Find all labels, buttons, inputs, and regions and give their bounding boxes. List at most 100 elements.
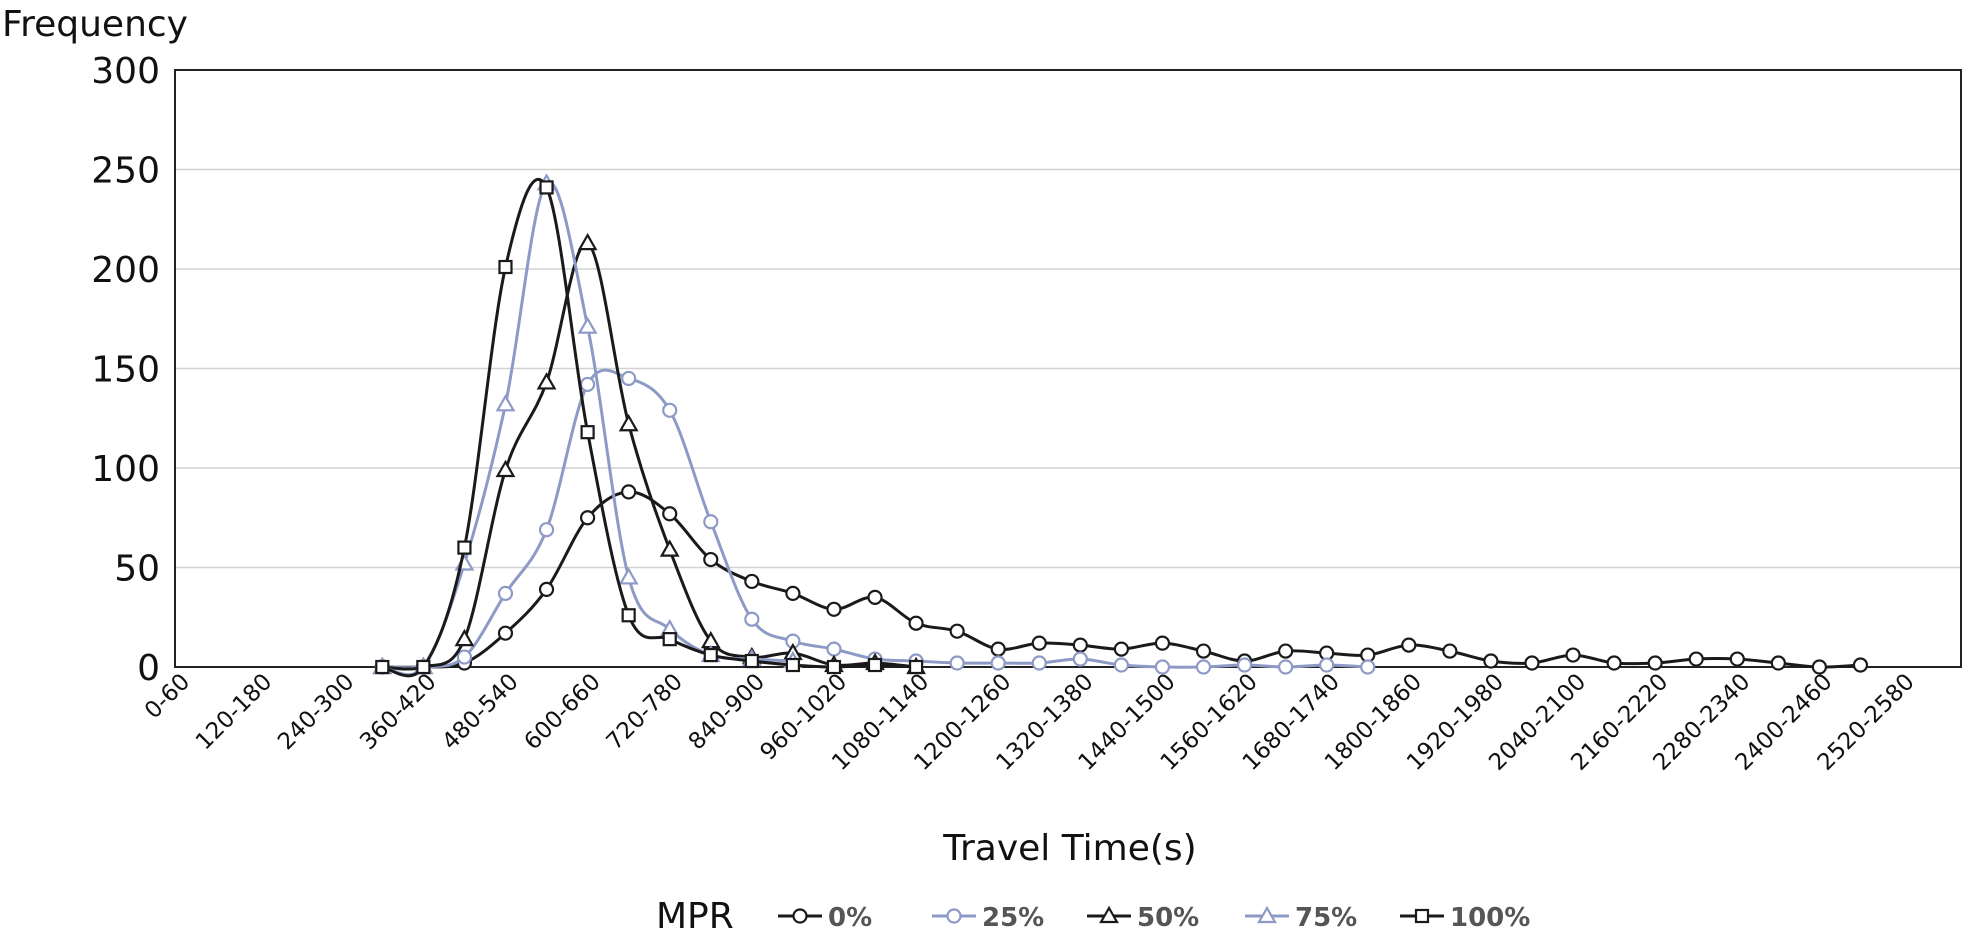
data-point <box>1852 657 1869 673</box>
data-point <box>618 567 639 585</box>
data-point <box>1072 651 1088 667</box>
legend-marker <box>946 908 962 924</box>
data-point <box>1031 655 1047 671</box>
data-point <box>662 506 678 522</box>
x-axis: 0-60120-180240-300360-420480-540600-6607… <box>140 669 1920 776</box>
data-point <box>1647 655 1663 671</box>
data-point <box>1483 653 1499 669</box>
data-point <box>949 655 965 671</box>
data-point <box>826 659 842 675</box>
y-tick-label: 300 <box>91 51 160 92</box>
data-point <box>744 573 760 590</box>
data-point <box>785 585 801 601</box>
legend-label: 75% <box>1295 903 1357 933</box>
data-point <box>1072 637 1088 653</box>
y-axis: 0 50 100 150 200 250 300 <box>91 51 160 689</box>
data-point <box>416 659 431 675</box>
data-point <box>703 551 719 568</box>
x-tick-label: 600-660 <box>519 669 605 755</box>
y-tick-label: 50 <box>114 549 160 590</box>
legend-item: 50% <box>1087 903 1199 933</box>
series-0pct <box>374 484 1869 675</box>
y-tick-label: 250 <box>91 151 160 192</box>
legend-item: 100% <box>1400 903 1530 933</box>
legend: MPR 0% 25% 50% 75% 100% <box>656 896 1530 937</box>
data-point <box>1360 659 1376 675</box>
data-point <box>1113 641 1129 657</box>
data-point <box>538 581 555 597</box>
legend-marker <box>1257 905 1277 924</box>
data-point <box>621 608 636 623</box>
data-point <box>1113 657 1129 673</box>
data-point <box>826 641 842 657</box>
data-point <box>621 484 637 500</box>
series-25pct <box>374 368 1376 675</box>
data-point <box>662 632 677 647</box>
data-point <box>867 589 883 605</box>
data-point <box>580 425 595 440</box>
series-100pct <box>375 178 924 678</box>
data-point <box>539 180 554 195</box>
legend-label: 25% <box>982 903 1044 933</box>
data-point <box>1770 655 1786 671</box>
legend-label: 0% <box>828 903 872 933</box>
data-point <box>579 376 596 393</box>
data-point <box>703 647 718 663</box>
data-point <box>498 259 513 275</box>
data-point <box>703 514 719 530</box>
data-point <box>497 585 514 601</box>
data-point <box>495 394 516 412</box>
x-tick-label: 720-780 <box>602 669 688 755</box>
data-point <box>1195 643 1212 659</box>
data-point <box>1442 643 1458 659</box>
data-point <box>744 653 759 669</box>
data-point <box>454 628 475 647</box>
y-tick-label: 0 <box>137 648 160 689</box>
data-point <box>579 510 596 526</box>
data-point <box>1729 651 1745 667</box>
x-axis-title: Travel Time(s) <box>942 828 1196 869</box>
data-point <box>659 539 680 557</box>
data-point <box>375 659 390 675</box>
data-point <box>1401 637 1417 653</box>
data-point <box>1154 635 1171 651</box>
data-point <box>1154 659 1171 675</box>
data-point <box>744 611 760 627</box>
data-point <box>867 657 883 673</box>
data-point <box>1524 655 1540 671</box>
legend-title: MPR <box>656 896 734 937</box>
series-line <box>382 241 917 671</box>
y-tick-label: 150 <box>91 350 160 391</box>
grid-lines <box>175 168 1961 569</box>
data-point <box>1688 651 1704 667</box>
legend-item: 25% <box>932 903 1044 933</box>
y-tick-label: 200 <box>91 250 160 291</box>
data-point <box>538 522 555 538</box>
data-point <box>1565 647 1581 663</box>
x-tick-label: 840-900 <box>684 669 770 755</box>
data-point <box>1319 657 1335 673</box>
data-point <box>1195 659 1212 675</box>
data-point <box>826 601 842 617</box>
x-tick-label: 240-300 <box>273 669 359 755</box>
data-point <box>457 540 472 555</box>
data-point <box>618 414 639 432</box>
data-point <box>1606 655 1622 671</box>
y-tick-label: 100 <box>91 449 160 490</box>
data-point <box>662 402 678 418</box>
legend-marker <box>1099 905 1119 924</box>
data-point <box>456 649 473 665</box>
legend-item: 0% <box>778 903 872 933</box>
series-layer <box>372 173 1869 678</box>
series-line <box>381 178 917 678</box>
legend-label: 100% <box>1450 903 1530 933</box>
data-point <box>1278 643 1294 659</box>
plot-frame <box>174 69 1962 668</box>
data-point <box>949 623 965 639</box>
data-point <box>908 659 924 675</box>
data-point <box>577 232 598 251</box>
legend-item: 75% <box>1245 903 1357 933</box>
x-tick-label: 120-180 <box>191 669 277 755</box>
legend-label: 50% <box>1137 903 1199 933</box>
